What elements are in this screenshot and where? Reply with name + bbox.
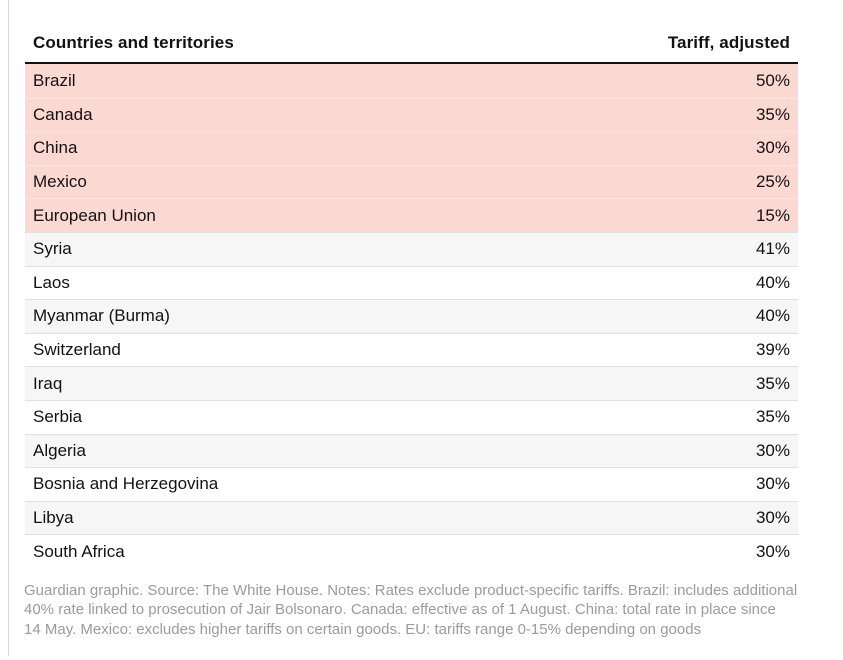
tariff-cell: 50%	[755, 70, 790, 90]
tariff-cell: 30%	[755, 440, 790, 460]
embed-left-border	[8, 0, 9, 656]
country-cell: Iraq	[33, 373, 63, 393]
table-row: Serbia 35%	[25, 399, 798, 434]
country-cell: Mexico	[33, 172, 87, 192]
tariff-cell: 39%	[755, 340, 790, 360]
tariff-cell: 40%	[755, 306, 790, 326]
source-note-line-2: 40% rate linked to prosecution of Jair B…	[24, 601, 776, 619]
country-cell: Myanmar (Burma)	[33, 306, 170, 326]
tariff-cell: 35%	[755, 407, 790, 427]
table-row: Laos 40%	[25, 265, 798, 300]
table-row: Libya 30%	[25, 500, 798, 535]
table-row: Syria 41%	[25, 231, 798, 266]
country-cell: Serbia	[33, 407, 83, 427]
table-row: Brazil 50%	[25, 64, 798, 98]
country-cell: Brazil	[33, 70, 76, 90]
source-note: Guardian graphic. Source: The White Hous…	[24, 581, 842, 640]
country-cell: Canada	[33, 104, 93, 124]
country-cell: China	[33, 138, 78, 158]
country-cell: Laos	[33, 272, 70, 292]
table-row: Myanmar (Burma) 40%	[25, 299, 798, 333]
table-row: Mexico 25%	[25, 164, 798, 199]
country-cell: European Union	[33, 205, 156, 225]
table-row: Iraq 35%	[25, 366, 798, 400]
tariff-cell: 30%	[755, 508, 790, 528]
country-cell: Switzerland	[33, 340, 121, 360]
column-header-tariff: Tariff, adjusted	[667, 33, 790, 52]
tariff-cell: 40%	[755, 272, 790, 292]
tariff-cell: 30%	[755, 541, 790, 561]
source-note-line-1: Guardian graphic. Source: The White Hous…	[24, 581, 798, 599]
table-header-row: Countries and territories Tariff, adjust…	[25, 0, 798, 62]
tariff-cell: 30%	[755, 474, 790, 494]
header-rule	[25, 62, 798, 64]
country-cell: Bosnia and Herzegovina	[33, 474, 219, 494]
country-cell: Algeria	[33, 440, 86, 460]
table-row: Bosnia and Herzegovina 30%	[25, 467, 798, 501]
country-cell: South Africa	[33, 541, 125, 561]
table-row: Switzerland 39%	[25, 332, 798, 367]
country-cell: Libya	[33, 508, 74, 528]
country-cell: Syria	[33, 239, 72, 259]
tariff-cell: 35%	[755, 104, 790, 124]
tariff-cell: 35%	[755, 373, 790, 393]
table-row: European Union 15%	[25, 198, 798, 232]
tariff-cell: 25%	[755, 172, 790, 192]
tariff-cell: 15%	[755, 205, 790, 225]
table-content: Countries and territories Tariff, adjust…	[24, 0, 798, 639]
tariff-cell: 41%	[755, 239, 790, 259]
source-note-line-3: 14 May. Mexico: excludes higher tariffs …	[24, 620, 702, 638]
tariff-cell: 30%	[755, 138, 790, 158]
table-row: South Africa 30%	[25, 534, 798, 568]
column-header-countries: Countries and territories	[33, 33, 234, 52]
table-row: Algeria 30%	[25, 433, 798, 468]
table-row: China 30%	[25, 131, 798, 165]
table-body: Brazil 50% Canada 35% China 30% Mexico 25% Europ…	[25, 64, 798, 568]
table-row: Canada 35%	[25, 97, 798, 132]
